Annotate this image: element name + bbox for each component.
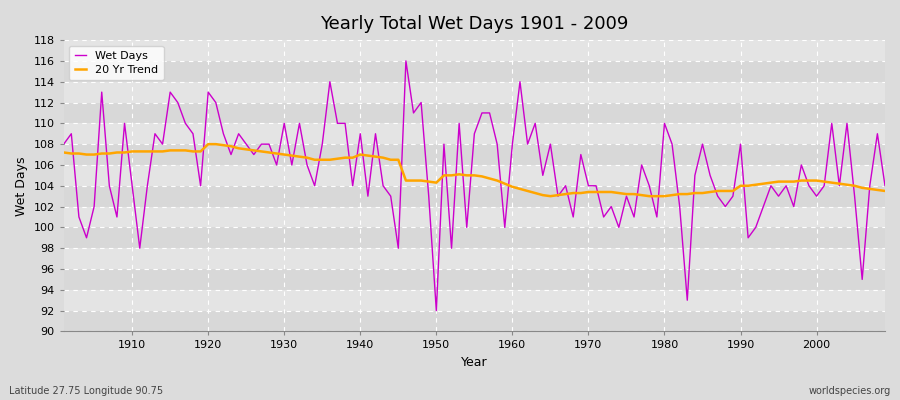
Wet Days xyxy=(522,142,533,146)
Wet Days xyxy=(614,225,625,230)
Bar xyxy=(64,165,885,186)
20 Yr Trend xyxy=(515,186,526,191)
20 Yr Trend xyxy=(202,142,213,146)
Wet Days xyxy=(286,162,297,167)
Wet Days xyxy=(515,79,526,84)
Y-axis label: Wet Days: Wet Days xyxy=(15,156,28,216)
Title: Yearly Total Wet Days 1901 - 2009: Yearly Total Wet Days 1901 - 2009 xyxy=(320,15,628,33)
20 Yr Trend xyxy=(545,194,556,198)
Wet Days xyxy=(58,142,69,146)
Line: Wet Days: Wet Days xyxy=(64,61,885,311)
Text: Latitude 27.75 Longitude 90.75: Latitude 27.75 Longitude 90.75 xyxy=(9,386,163,396)
Bar xyxy=(64,206,885,227)
20 Yr Trend xyxy=(119,150,130,155)
Bar xyxy=(64,311,885,332)
Wet Days xyxy=(879,183,890,188)
Legend: Wet Days, 20 Yr Trend: Wet Days, 20 Yr Trend xyxy=(69,46,164,80)
20 Yr Trend xyxy=(879,188,890,193)
Bar xyxy=(64,269,885,290)
Bar xyxy=(64,123,885,144)
Bar xyxy=(64,227,885,248)
20 Yr Trend xyxy=(294,154,305,159)
20 Yr Trend xyxy=(507,184,517,189)
Wet Days xyxy=(332,121,343,126)
Wet Days xyxy=(431,308,442,313)
20 Yr Trend xyxy=(58,150,69,155)
X-axis label: Year: Year xyxy=(461,356,488,369)
Bar xyxy=(64,102,885,123)
Text: worldspecies.org: worldspecies.org xyxy=(809,386,891,396)
Bar xyxy=(64,82,885,102)
Wet Days xyxy=(400,58,411,63)
Bar xyxy=(64,248,885,269)
20 Yr Trend xyxy=(614,191,625,196)
Bar xyxy=(64,61,885,82)
20 Yr Trend xyxy=(339,155,350,160)
Wet Days xyxy=(119,121,130,126)
Bar xyxy=(64,186,885,206)
Bar xyxy=(64,40,885,61)
Bar xyxy=(64,290,885,311)
Bar xyxy=(64,144,885,165)
Line: 20 Yr Trend: 20 Yr Trend xyxy=(64,144,885,196)
